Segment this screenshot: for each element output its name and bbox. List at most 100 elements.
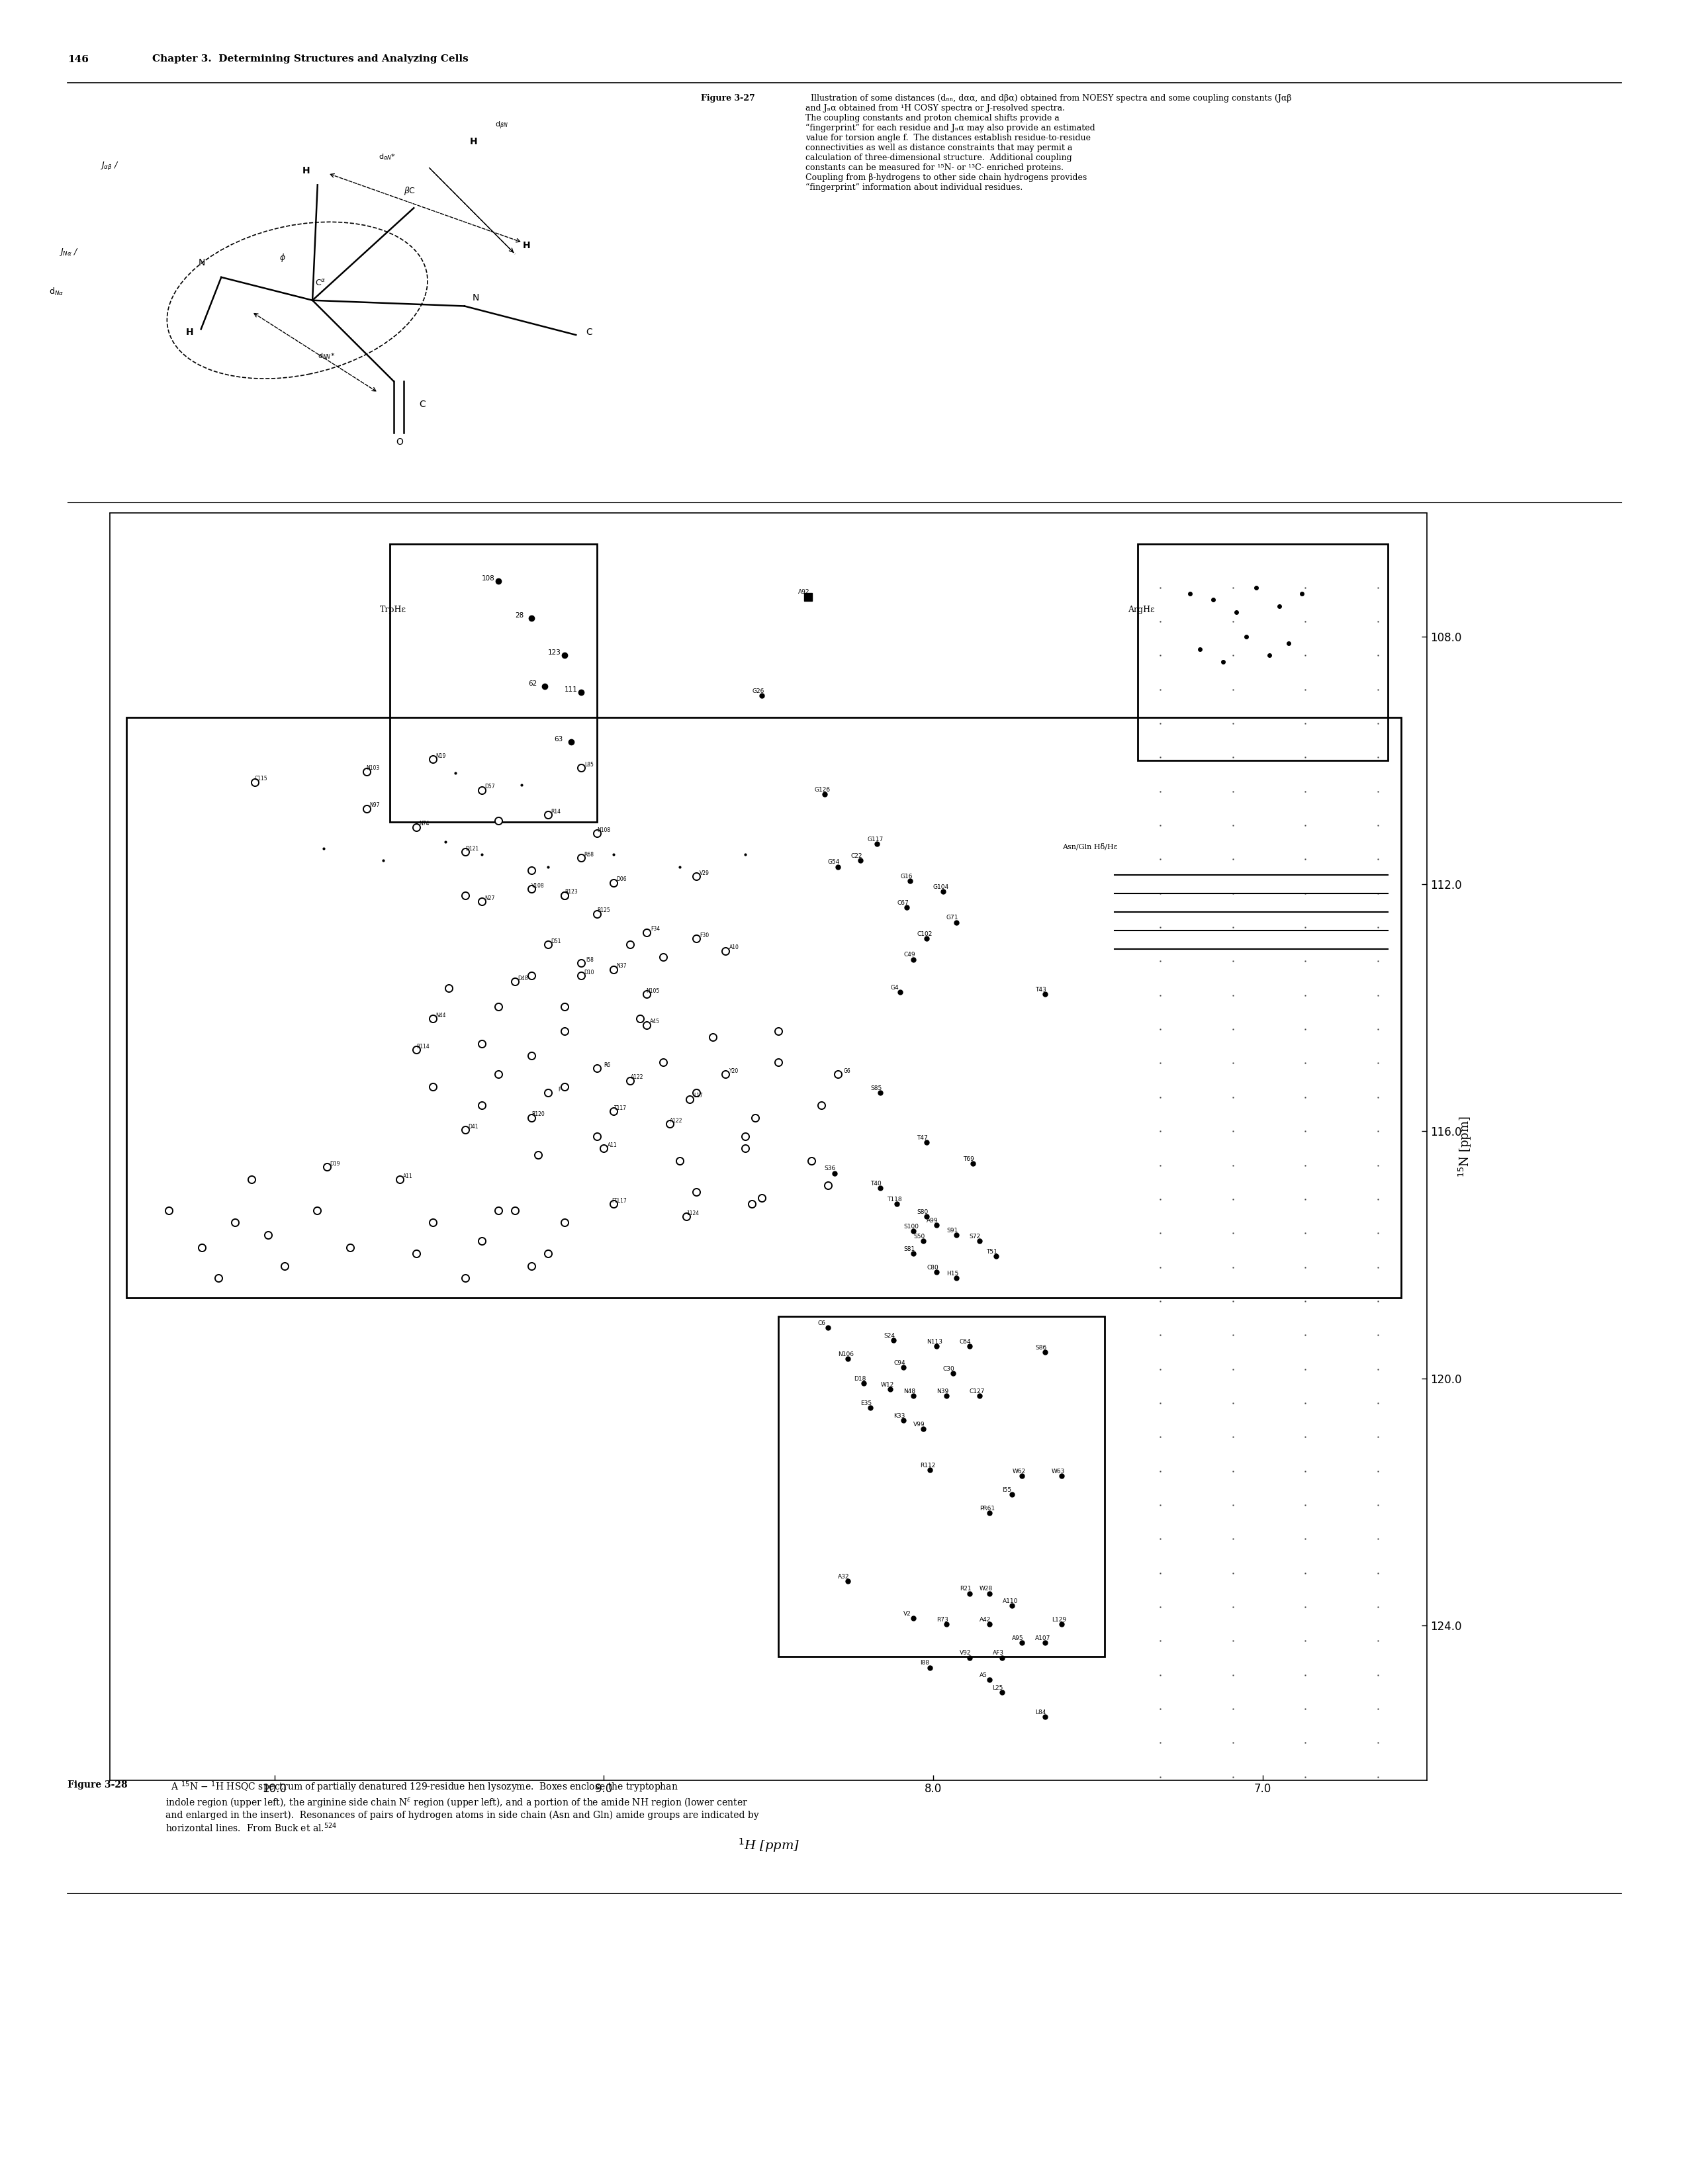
Text: N103: N103	[367, 764, 380, 771]
Text: I55: I55	[1002, 1487, 1012, 1494]
Text: C67: C67	[897, 900, 909, 906]
Text: R123: R123	[564, 889, 578, 895]
Text: D121: D121	[466, 845, 478, 852]
Text: L129: L129	[1052, 1616, 1066, 1623]
Text: A95: A95	[1012, 1636, 1024, 1642]
Text: A45: A45	[650, 1018, 660, 1024]
Text: N74: N74	[419, 821, 429, 828]
Text: $^{1}$H [ppm]: $^{1}$H [ppm]	[738, 1837, 799, 1854]
Text: T43: T43	[1035, 987, 1047, 992]
Text: AF3: AF3	[993, 1651, 1003, 1655]
Text: A107: A107	[1035, 1636, 1051, 1642]
Text: N: N	[473, 293, 480, 301]
Text: A92: A92	[799, 590, 809, 596]
Text: 111: 111	[564, 686, 578, 692]
Text: C64: C64	[959, 1339, 971, 1345]
Text: FTL17: FTL17	[611, 1197, 627, 1203]
Text: 123: 123	[547, 649, 561, 655]
Text: C: C	[419, 400, 426, 408]
Text: D19: D19	[329, 1162, 341, 1166]
Text: R73: R73	[936, 1616, 948, 1623]
Text: $J_{N\alpha}$ /: $J_{N\alpha}$ /	[59, 247, 79, 258]
Text: O: O	[395, 437, 404, 446]
Text: Chapter 3.  Determining Structures and Analyzing Cells: Chapter 3. Determining Structures and An…	[152, 55, 468, 63]
Text: C: C	[586, 328, 593, 336]
Text: 63: 63	[554, 736, 562, 743]
Text: d$_{NN}$*: d$_{NN}$*	[318, 352, 334, 360]
Text: G104: G104	[934, 885, 949, 889]
Text: T51: T51	[986, 1249, 997, 1254]
Text: V29: V29	[699, 871, 709, 876]
Text: I58: I58	[586, 957, 595, 963]
Text: ArgHε: ArgHε	[1128, 605, 1154, 614]
Text: A $^{15}$N $-$ $^{1}$H HSQC spectrum of partially denatured 129-residue hen lyso: A $^{15}$N $-$ $^{1}$H HSQC spectrum of …	[166, 1780, 758, 1835]
Text: N27: N27	[485, 895, 495, 902]
Text: T40: T40	[870, 1182, 882, 1186]
Text: N39: N39	[936, 1389, 949, 1393]
Text: C102: C102	[917, 930, 932, 937]
Text: C115: C115	[255, 775, 269, 782]
Text: N44: N44	[436, 1013, 446, 1018]
Text: S85: S85	[870, 1085, 882, 1092]
Text: S50: S50	[914, 1234, 926, 1241]
Text: C22: C22	[851, 854, 863, 858]
Text: C49: C49	[904, 952, 915, 959]
Text: R125: R125	[598, 909, 610, 913]
Text: S81: S81	[904, 1247, 915, 1251]
Text: C127: C127	[969, 1389, 985, 1393]
Text: L85: L85	[584, 762, 595, 767]
Text: F: F	[557, 1088, 561, 1092]
Text: R21: R21	[959, 1586, 971, 1592]
Text: G6: G6	[844, 1068, 851, 1075]
Text: S86: S86	[1035, 1345, 1047, 1352]
Text: N48: N48	[904, 1389, 915, 1393]
Text: V2: V2	[904, 1610, 912, 1616]
Text: PR61: PR61	[980, 1505, 995, 1511]
Text: D57: D57	[485, 784, 495, 791]
Text: C30: C30	[942, 1365, 954, 1372]
Text: 28: 28	[515, 612, 524, 618]
Text: W63: W63	[1052, 1468, 1066, 1474]
Text: G54: G54	[828, 858, 839, 865]
Text: Asn/Gln Hδ/Hε: Asn/Gln Hδ/Hε	[1062, 843, 1118, 850]
Text: $^{15}$N [ppm]: $^{15}$N [ppm]	[1458, 1116, 1473, 1177]
Text: T117: T117	[615, 1105, 627, 1112]
Text: R114: R114	[415, 1044, 429, 1048]
Text: T47: T47	[917, 1136, 927, 1140]
Text: S36: S36	[824, 1166, 836, 1171]
Text: Illustration of some distances (dₙₙ, dαα, and dβα) obtained from NOESY spectra a: Illustration of some distances (dₙₙ, dαα…	[806, 94, 1292, 192]
Text: R112: R112	[921, 1463, 936, 1468]
Text: S100: S100	[904, 1223, 919, 1230]
Text: G26: G26	[752, 688, 763, 695]
Text: N105: N105	[647, 987, 660, 994]
Text: R68: R68	[584, 852, 595, 858]
Text: N37: N37	[616, 963, 627, 970]
Text: A11: A11	[608, 1142, 616, 1149]
Text: Y20: Y20	[730, 1068, 738, 1075]
Text: $\phi$: $\phi$	[279, 251, 285, 264]
Text: N106: N106	[838, 1352, 853, 1356]
Text: Figure 3-27  Illustration of some distances (dₙₙ, dαα, and dβα) obtained from NO: Figure 3-27 Illustration of some distanc…	[701, 94, 1236, 192]
Text: A11: A11	[404, 1173, 412, 1179]
Text: N: N	[199, 258, 206, 269]
Text: F34: F34	[650, 926, 660, 933]
Text: A42: A42	[980, 1616, 991, 1623]
Text: G117: G117	[868, 836, 883, 843]
Text: d$_{\beta N}$: d$_{\beta N}$	[495, 120, 508, 131]
Text: 146: 146	[68, 55, 88, 63]
Text: H: H	[186, 328, 194, 336]
Text: N108: N108	[598, 828, 610, 832]
Text: A122: A122	[630, 1075, 644, 1081]
Text: I88: I88	[921, 1660, 929, 1666]
Bar	[1137, 544, 1388, 760]
Text: T118: T118	[887, 1197, 902, 1203]
Text: G16: G16	[900, 874, 912, 880]
Text: C80: C80	[927, 1265, 939, 1271]
Text: D18: D18	[855, 1376, 866, 1382]
Text: H: H	[302, 166, 311, 175]
Bar	[390, 544, 598, 821]
Text: N113: N113	[927, 1339, 942, 1345]
Text: H: H	[470, 138, 478, 146]
Text: Figure 3-27: Figure 3-27	[701, 94, 755, 103]
Text: R6: R6	[603, 1061, 610, 1068]
